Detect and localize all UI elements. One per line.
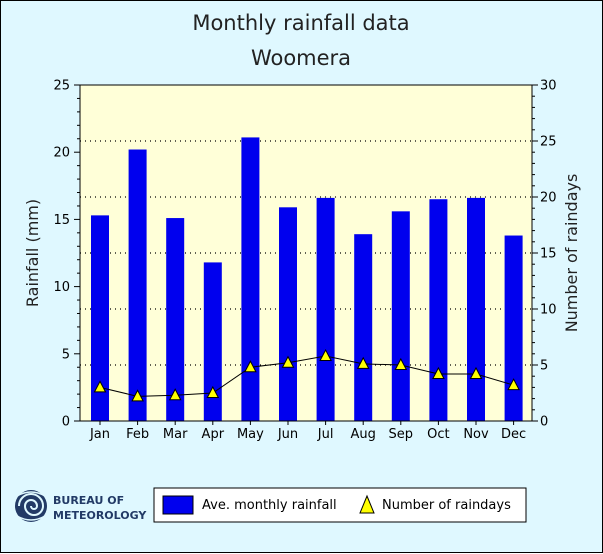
legend: Ave. monthly rainfall Number of raindays xyxy=(153,487,527,523)
chart-subtitle: Woomera xyxy=(251,46,351,70)
rainfall-bar-mar xyxy=(166,218,185,421)
y-tick-label: 20 xyxy=(53,146,70,161)
y2-tick-label: 10 xyxy=(540,303,557,318)
x-tick-label-jun: Jun xyxy=(277,427,298,442)
rainfall-bar-dec xyxy=(504,235,523,421)
bom-logo-icon xyxy=(15,490,47,522)
x-tick-label-sep: Sep xyxy=(389,427,414,442)
y2-axis-label: Number of raindays xyxy=(562,174,581,333)
raindays-marker-jul xyxy=(319,348,332,362)
rainfall-bar-sep xyxy=(391,211,410,421)
logo-line2: METEOROLOGY xyxy=(53,509,147,522)
y2-tick-label: 20 xyxy=(540,191,557,206)
raindays-line xyxy=(99,355,514,397)
legend-line-label: Number of raindays xyxy=(382,498,511,513)
x-tick-label-jul: Jul xyxy=(317,427,334,442)
rainfall-bar-aug xyxy=(354,234,373,421)
x-tick-label-feb: Feb xyxy=(126,427,149,442)
rainfall-bar-may xyxy=(241,137,260,421)
y2-tick-label: 25 xyxy=(540,135,557,150)
rainfall-bar-nov xyxy=(467,197,485,421)
raindays-marker-jun xyxy=(281,355,295,368)
x-tick-label-nov: Nov xyxy=(463,427,489,442)
raindays-marker-mar xyxy=(168,388,182,401)
legend-bar-swatch xyxy=(162,495,194,515)
x-tick-label-dec: Dec xyxy=(501,427,526,442)
y-tick-label: 15 xyxy=(53,213,70,228)
logo-line1: BUREAU OF xyxy=(53,494,124,507)
y-tick-label: 5 xyxy=(62,347,70,362)
y2-tick-label: 0 xyxy=(540,415,548,430)
y-tick-label: 25 xyxy=(53,79,70,94)
raindays-marker-nov xyxy=(469,366,483,379)
x-tick-label-oct: Oct xyxy=(427,427,449,442)
raindays-marker-apr xyxy=(206,385,220,398)
raindays-marker-oct xyxy=(432,366,445,379)
raindays-marker-aug xyxy=(356,356,370,369)
raindays-marker-dec xyxy=(507,378,520,391)
chart-title: Monthly rainfall data xyxy=(192,11,409,35)
rainfall-bar-apr xyxy=(203,262,222,421)
raindays-marker-feb xyxy=(131,389,144,402)
rainfall-bar-jul xyxy=(316,197,335,421)
y2-tick-label: 5 xyxy=(540,359,548,374)
rainfall-bar-feb xyxy=(128,149,147,421)
x-tick-label-mar: Mar xyxy=(163,427,188,442)
rainfall-bar-oct xyxy=(429,199,448,421)
rainfall-bar-jun xyxy=(279,207,297,421)
legend-bar-label: Ave. monthly rainfall xyxy=(202,498,337,513)
y-axis-label: Rainfall (mm) xyxy=(23,199,42,307)
raindays-marker-may xyxy=(244,360,257,373)
raindays-marker-sep xyxy=(394,357,408,370)
raindays-marker-jan xyxy=(93,380,107,393)
y2-tick-label: 30 xyxy=(540,79,557,94)
y-tick-label: 0 xyxy=(62,415,70,430)
y-tick-label: 10 xyxy=(53,280,70,295)
plot-border xyxy=(79,84,533,422)
x-tick-label-aug: Aug xyxy=(351,427,376,442)
rainfall-bar-jan xyxy=(91,215,109,421)
legend-triangle-marker xyxy=(359,494,375,514)
x-tick-label-jan: Jan xyxy=(89,427,110,442)
x-tick-label-may: May xyxy=(237,427,264,442)
y2-tick-label: 15 xyxy=(540,247,557,262)
bom-logo: BUREAU OF METEOROLOGY xyxy=(15,490,147,522)
x-tick-label-apr: Apr xyxy=(202,427,225,442)
